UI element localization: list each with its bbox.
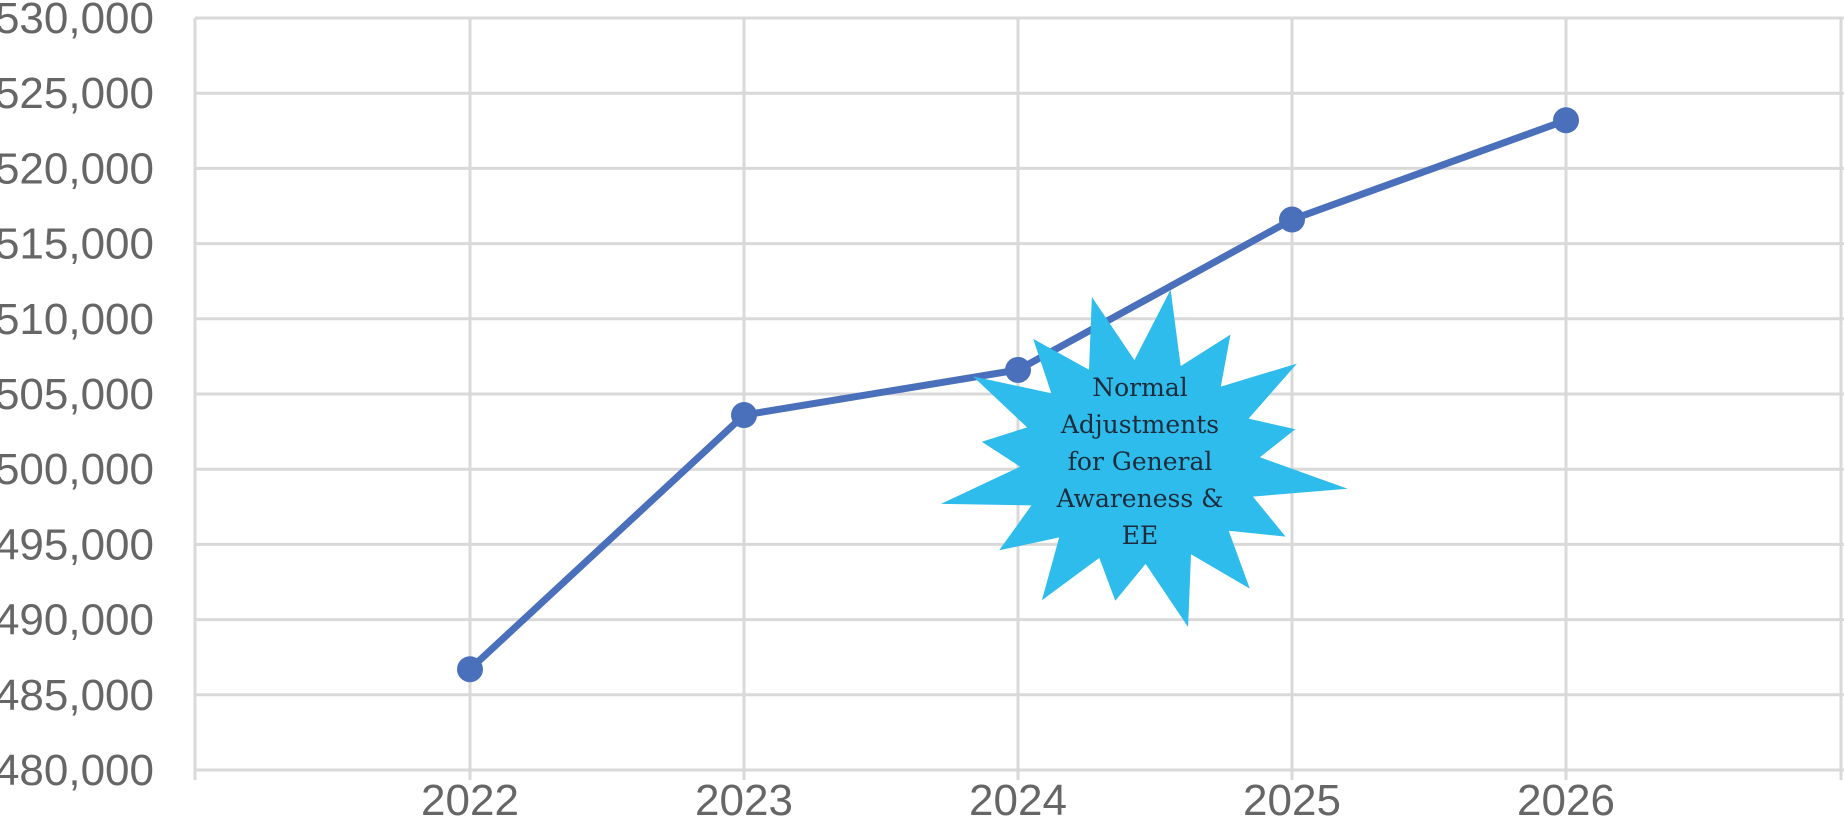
- callout-shape: [941, 289, 1348, 627]
- y-tick-label: 495,000: [0, 520, 154, 569]
- y-tick-label: 485,000: [0, 671, 154, 720]
- x-axis-tick-labels: 2022 2023 2024 2025 2026: [421, 776, 1615, 817]
- x-tick-label: 2022: [421, 776, 519, 817]
- callout-text-line: Normal: [1092, 373, 1187, 402]
- y-tick-label: 510,000: [0, 295, 154, 344]
- x-tick-label: 2023: [695, 776, 793, 817]
- data-points: [457, 107, 1579, 683]
- data-point: [457, 656, 483, 683]
- callout-text-line: for General: [1068, 447, 1213, 476]
- data-point: [731, 402, 757, 429]
- data-point: [1279, 206, 1305, 233]
- y-axis-tick-labels: 480,000 485,000 490,000 495,000 500,000 505,0…: [0, 0, 154, 795]
- x-tick-label: 2026: [1517, 776, 1615, 817]
- callout-starburst: Normal Adjustments for General Awareness & E…: [941, 289, 1348, 627]
- callout-text-line: Adjustments: [1060, 410, 1219, 439]
- x-tick-label: 2025: [1243, 776, 1341, 817]
- callout-text-line: Awareness &: [1056, 484, 1224, 513]
- y-tick-label: 515,000: [0, 220, 154, 269]
- data-point: [1005, 356, 1031, 383]
- y-tick-label: 525,000: [0, 69, 154, 118]
- y-tick-label: 505,000: [0, 370, 154, 419]
- y-tick-label: 480,000: [0, 746, 154, 795]
- y-tick-label: 490,000: [0, 596, 154, 645]
- callout-text-line: EE: [1122, 521, 1159, 550]
- y-tick-label: 520,000: [0, 144, 154, 193]
- data-point: [1553, 107, 1579, 134]
- x-tick-label: 2024: [969, 776, 1067, 817]
- y-tick-label: 530,000: [0, 0, 154, 43]
- y-tick-label: 500,000: [0, 445, 154, 494]
